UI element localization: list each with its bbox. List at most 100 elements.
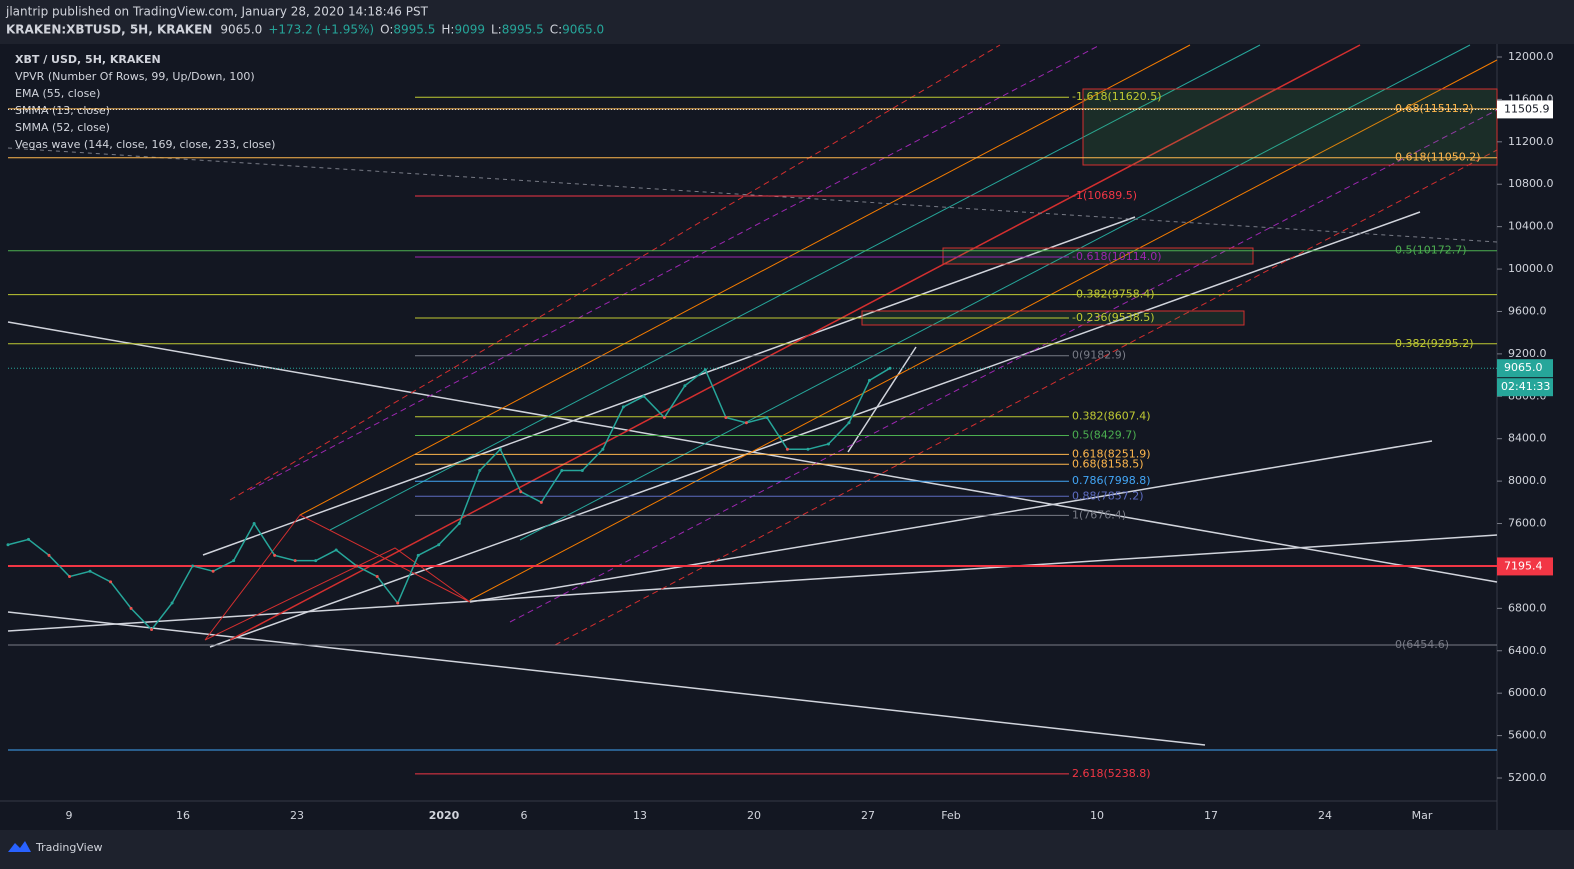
price-point xyxy=(437,543,441,547)
header-value: O: xyxy=(380,23,393,37)
price-point xyxy=(314,559,318,563)
legend-entry: VPVR (Number Of Rows, 99, Up/Down, 100) xyxy=(15,70,255,83)
x-tick-label: 24 xyxy=(1318,809,1332,822)
channel-line xyxy=(329,44,1261,531)
y-tick-label: 10000.0 xyxy=(1508,262,1554,275)
price-tag-label: 11505.9 xyxy=(1504,102,1550,115)
fib-label: 0.88(7857.2) xyxy=(1072,489,1144,502)
price-point xyxy=(826,442,830,446)
pattern xyxy=(204,514,471,641)
header-value: H: xyxy=(441,23,454,37)
channel-line xyxy=(509,109,1498,623)
price-point xyxy=(683,384,687,388)
channel-line xyxy=(554,149,1498,646)
x-tick-label: Mar xyxy=(1412,809,1433,822)
price-point xyxy=(273,553,277,557)
price-point xyxy=(560,469,564,473)
price-point xyxy=(211,569,215,573)
y-tick-label: 12000.0 xyxy=(1508,50,1554,63)
header-value: 9065.0 xyxy=(562,23,604,37)
header-value: 9099 xyxy=(454,23,485,37)
x-tick-label: 6 xyxy=(521,809,528,822)
symbol: KRAKEN:XBTUSD, 5H, KRAKEN xyxy=(6,23,212,37)
price-point xyxy=(68,575,72,579)
x-tick-label: 16 xyxy=(176,809,190,822)
price-point xyxy=(457,522,461,526)
price-point xyxy=(519,490,523,494)
y-tick-label: 6400.0 xyxy=(1508,644,1547,657)
publisher: jlantrip published on TradingView.com, J… xyxy=(5,5,429,19)
price-point xyxy=(252,522,256,526)
header-value: 8995.5 xyxy=(502,23,544,37)
countdown-box xyxy=(1497,378,1553,397)
channel-line xyxy=(469,59,1498,601)
legend-entry: Vegas wave (144, close, 169, close, 233,… xyxy=(15,138,275,151)
fib-label: -0.236(9538.5) xyxy=(1072,311,1155,324)
y-tick-label: 6800.0 xyxy=(1508,601,1547,614)
y-tick-label: 6000.0 xyxy=(1508,686,1547,699)
x-tick-label: 17 xyxy=(1204,809,1218,822)
price-point xyxy=(150,628,154,632)
price-tag-label: 9065.0 xyxy=(1504,361,1543,374)
price-point xyxy=(724,416,728,419)
price-point xyxy=(293,559,297,563)
fib-label: 0.618(8251.9) xyxy=(1072,447,1151,460)
price-tag xyxy=(1497,359,1553,378)
zone xyxy=(1082,88,1498,166)
fib-label: 0.68(8158.5) xyxy=(1072,457,1144,470)
price-point xyxy=(109,580,113,584)
legend-entry: EMA (55, close) xyxy=(15,87,100,100)
price-point xyxy=(662,416,666,419)
x-tick-label: 20 xyxy=(747,809,761,822)
price-point xyxy=(580,469,584,473)
fib-label: 2.618(5238.8) xyxy=(1072,767,1151,780)
x-tick-label: 13 xyxy=(633,809,647,822)
header-value: L: xyxy=(491,23,502,37)
trend-line xyxy=(209,211,1421,648)
price-tag-label: 7195.4 xyxy=(1504,559,1543,572)
fib-label: 0.382(8607.4) xyxy=(1072,410,1151,423)
channel-line xyxy=(229,44,1361,641)
price-tag xyxy=(1497,100,1553,119)
price-point xyxy=(601,447,605,451)
price-tag xyxy=(1497,557,1553,576)
price-point xyxy=(478,469,482,473)
price-point xyxy=(6,543,10,547)
fib-label: -0.618(10114.0) xyxy=(1072,250,1162,263)
y-tick-label: 9200.0 xyxy=(1508,347,1547,360)
footer-brand: TradingView xyxy=(35,841,102,854)
x-tick-label: 27 xyxy=(861,809,875,822)
drawings xyxy=(7,44,1498,751)
countdown: 02:41:33 xyxy=(1501,380,1550,393)
y-tick-label: 9600.0 xyxy=(1508,304,1547,317)
price-point xyxy=(867,378,871,382)
y-tick-label: 5600.0 xyxy=(1508,729,1547,742)
price-line xyxy=(7,367,891,631)
price-point xyxy=(416,553,420,557)
price-point xyxy=(375,575,379,579)
fib-label: 0.5(8429.7) xyxy=(1072,429,1137,442)
trend-line xyxy=(202,216,1136,556)
header-value: 8995.5 xyxy=(393,23,435,37)
price-point xyxy=(847,421,851,425)
channel-line xyxy=(7,147,1498,243)
x-tick-label: 10 xyxy=(1090,809,1104,822)
channel-line xyxy=(229,44,1001,501)
trend-line xyxy=(847,346,917,453)
fib-label: 1(7676.4) xyxy=(1072,508,1126,521)
price-point xyxy=(744,421,748,425)
trend-line xyxy=(7,611,1206,746)
y-tick-label: 8400.0 xyxy=(1508,432,1547,445)
fib-label: 0(6454.6) xyxy=(1395,638,1449,651)
fib-label: -0.382(9758.4) xyxy=(1072,288,1155,301)
fib-label: -1.618(11620.5) xyxy=(1072,90,1162,103)
x-tick-label: 9 xyxy=(66,809,73,822)
price-point xyxy=(170,601,174,605)
y-tick-label: 10400.0 xyxy=(1508,220,1554,233)
fib-label: 0.618(11050.2) xyxy=(1395,151,1481,164)
x-tick-label: 2020 xyxy=(429,809,460,822)
legend-entry: SMMA (13, close) xyxy=(15,104,110,117)
logo xyxy=(8,841,31,852)
